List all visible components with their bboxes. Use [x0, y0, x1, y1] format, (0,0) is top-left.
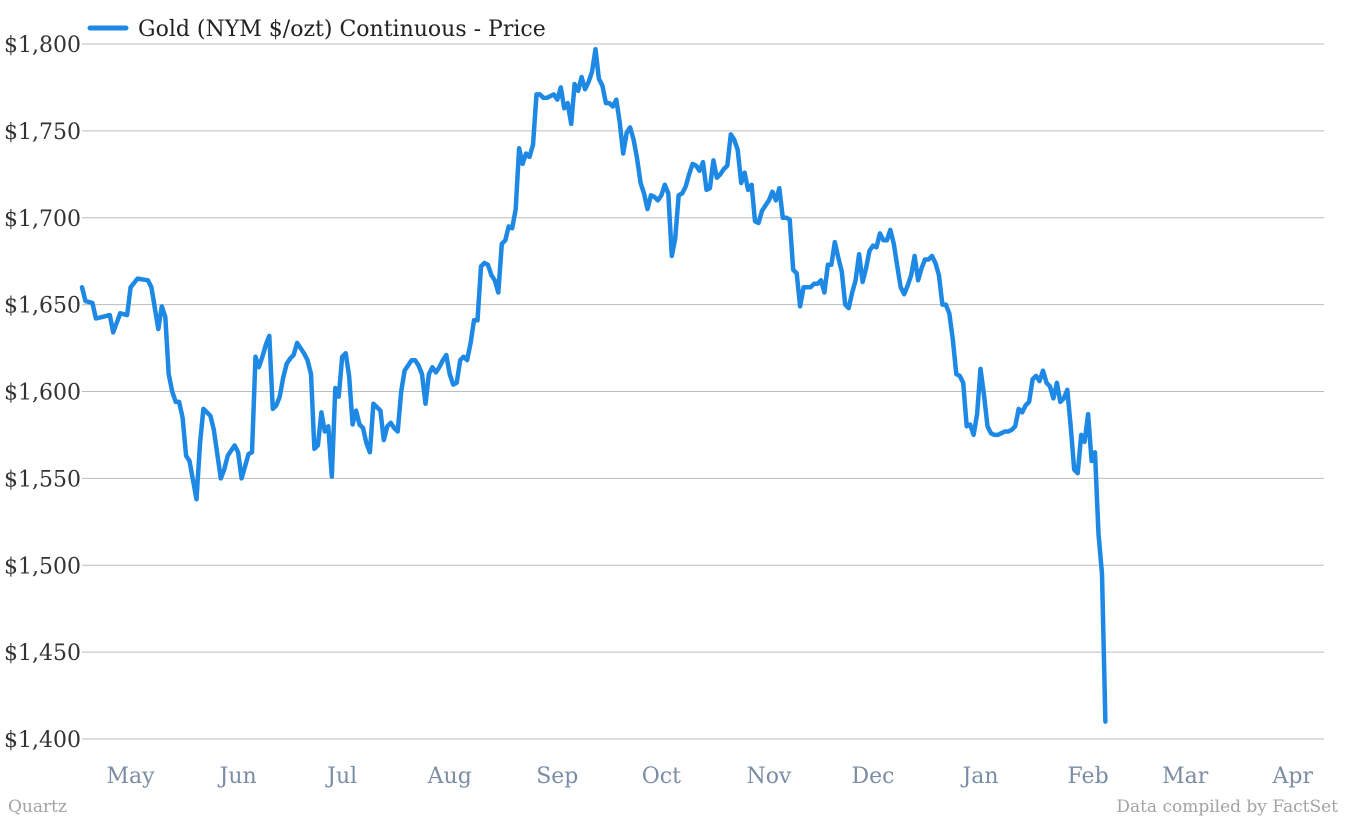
- footer-source-right: Data compiled by FactSet: [1116, 797, 1338, 817]
- x-tick-label: Jun: [218, 764, 257, 789]
- x-tick-label: Dec: [852, 764, 895, 789]
- footer-source-left: Quartz: [8, 797, 67, 817]
- y-tick-label: $1,550: [4, 467, 81, 492]
- y-tick-label: $1,600: [4, 381, 81, 406]
- x-tick-label: Feb: [1068, 764, 1109, 789]
- legend: Gold (NYM $/ozt) Continuous - Price: [87, 17, 546, 42]
- y-tick-label: $1,700: [4, 207, 81, 232]
- x-tick-label: Nov: [746, 764, 791, 789]
- series-line-gold-price: [79, 46, 1108, 724]
- series-layer: [79, 46, 1108, 724]
- y-axis-ticks: $1,400 $1,450 $1,500 $1,550 $1,600 $1,650 $1,7…: [4, 33, 81, 753]
- gridlines: [82, 43, 1324, 740]
- x-tick-label: Mar: [1162, 764, 1209, 789]
- x-tick-label: Jan: [960, 764, 998, 789]
- y-tick-label: $1,500: [4, 554, 81, 579]
- x-tick-label: Sep: [536, 764, 578, 789]
- y-tick-label: $1,400: [4, 728, 81, 753]
- y-tick-label: $1,650: [4, 294, 81, 319]
- y-tick-label: $1,750: [4, 120, 81, 145]
- x-axis-ticks: May Jun Jul Aug Sep Oct Nov Dec Jan Feb Mar Apr: [107, 764, 1314, 789]
- x-tick-label: Apr: [1272, 764, 1314, 789]
- y-tick-label: $1,450: [4, 641, 81, 666]
- x-tick-label: Jul: [325, 764, 357, 789]
- x-tick-label: Oct: [642, 764, 681, 789]
- y-tick-label: $1,800: [4, 33, 81, 58]
- x-tick-label: May: [107, 764, 156, 789]
- x-tick-label: Aug: [427, 764, 472, 789]
- legend-label: Gold (NYM $/ozt) Continuous - Price: [138, 17, 546, 42]
